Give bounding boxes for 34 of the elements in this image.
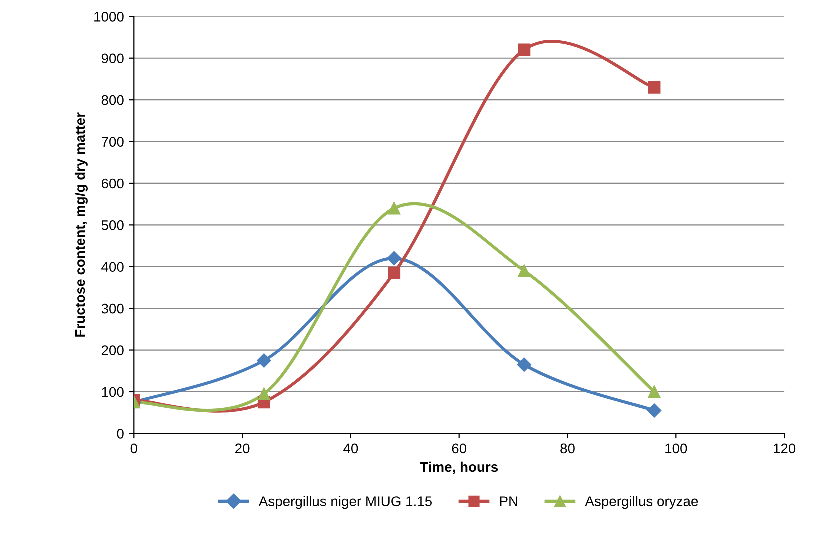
point — [518, 44, 531, 56]
y-tick-label: 300 — [102, 304, 124, 314]
y-tick-label: 0 — [117, 429, 124, 439]
point — [257, 354, 272, 368]
x-axis-title: Time, hours — [420, 462, 498, 474]
point — [388, 202, 401, 215]
point — [387, 251, 402, 266]
y-tick-label: 600 — [102, 178, 124, 189]
point — [388, 266, 401, 280]
legend-label: PN — [500, 496, 518, 506]
y-tick-label: 400 — [102, 262, 124, 272]
legend-label: Aspergillus niger MIUG 1.15 — [258, 496, 432, 510]
y-tick-label: 700 — [102, 137, 124, 147]
x-tick-label: 20 — [236, 444, 250, 454]
point — [648, 81, 661, 94]
point — [647, 404, 662, 418]
y-tick-label: 100 — [102, 387, 124, 398]
x-tick-label: 120 — [774, 444, 796, 454]
legend-label: Aspergillus oryzae — [585, 496, 698, 510]
y-tick-label: 1000 — [94, 12, 124, 22]
x-tick-label: 60 — [452, 444, 467, 454]
point — [517, 358, 532, 372]
y-tick-label: 900 — [102, 54, 124, 64]
y-tick-label: 800 — [102, 95, 124, 106]
y-tick-label: 200 — [102, 346, 124, 356]
x-tick-label: 0 — [130, 444, 138, 454]
y-axis-title: Fructose content, mg/g dry matter — [74, 112, 88, 337]
point — [518, 264, 531, 278]
point — [648, 386, 661, 398]
x-tick-label: 80 — [560, 444, 575, 454]
x-tick-label: 100 — [666, 444, 688, 454]
point — [258, 388, 270, 400]
y-tick-label: 500 — [102, 220, 124, 230]
x-tick-label: 40 — [344, 444, 358, 454]
